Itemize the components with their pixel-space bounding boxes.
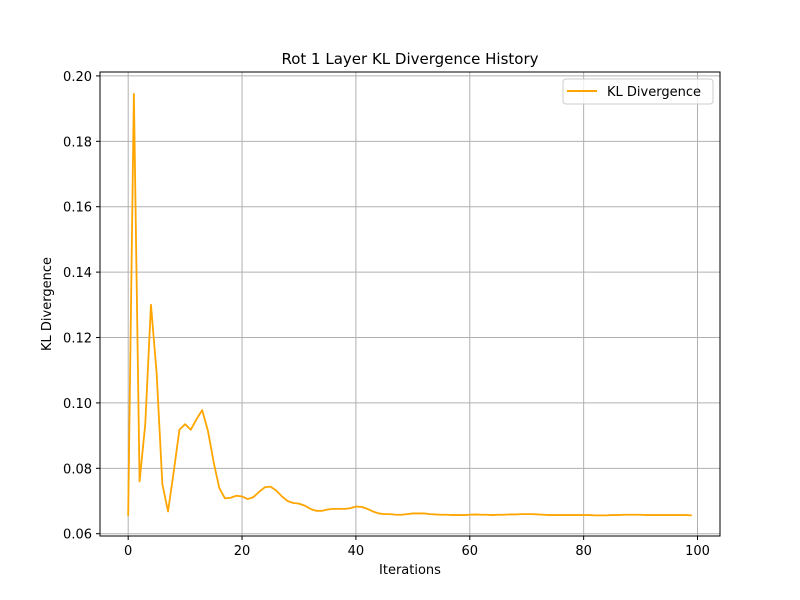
x-tick-label: 0 [124, 544, 132, 559]
x-axis-label: Iterations [379, 563, 441, 578]
y-axis-label: KL Divergence [40, 257, 55, 351]
legend-label: KL Divergence [607, 85, 701, 100]
legend: KL Divergence [562, 78, 714, 105]
y-tick-label: 0.12 [63, 332, 92, 347]
chart-title: Rot 1 Layer KL Divergence History [281, 50, 538, 68]
plot-frame [99, 71, 721, 537]
ticks: 0 20 40 60 80 100 0.06 0.08 0.10 0.12 0.14 0.16 0.18… [63, 70, 710, 559]
y-tick-label: 0.10 [63, 397, 92, 412]
x-tick-label: 20 [234, 544, 251, 559]
x-tick-label: 60 [462, 544, 479, 559]
series-layer [127, 93, 692, 517]
x-tick-label: 80 [575, 544, 592, 559]
y-tick-label: 0.06 [63, 528, 92, 543]
y-tick-label: 0.14 [63, 266, 92, 281]
y-tick-label: 0.16 [63, 201, 92, 216]
x-tick-label: 100 [685, 544, 710, 559]
y-tick-label: 0.08 [63, 462, 92, 477]
series-line-kl-divergence [127, 93, 692, 517]
y-tick-label: 0.20 [63, 70, 92, 85]
grid [100, 72, 720, 536]
x-tick-label: 40 [348, 544, 365, 559]
legend-box [562, 78, 714, 105]
y-tick-label: 0.18 [63, 135, 92, 150]
